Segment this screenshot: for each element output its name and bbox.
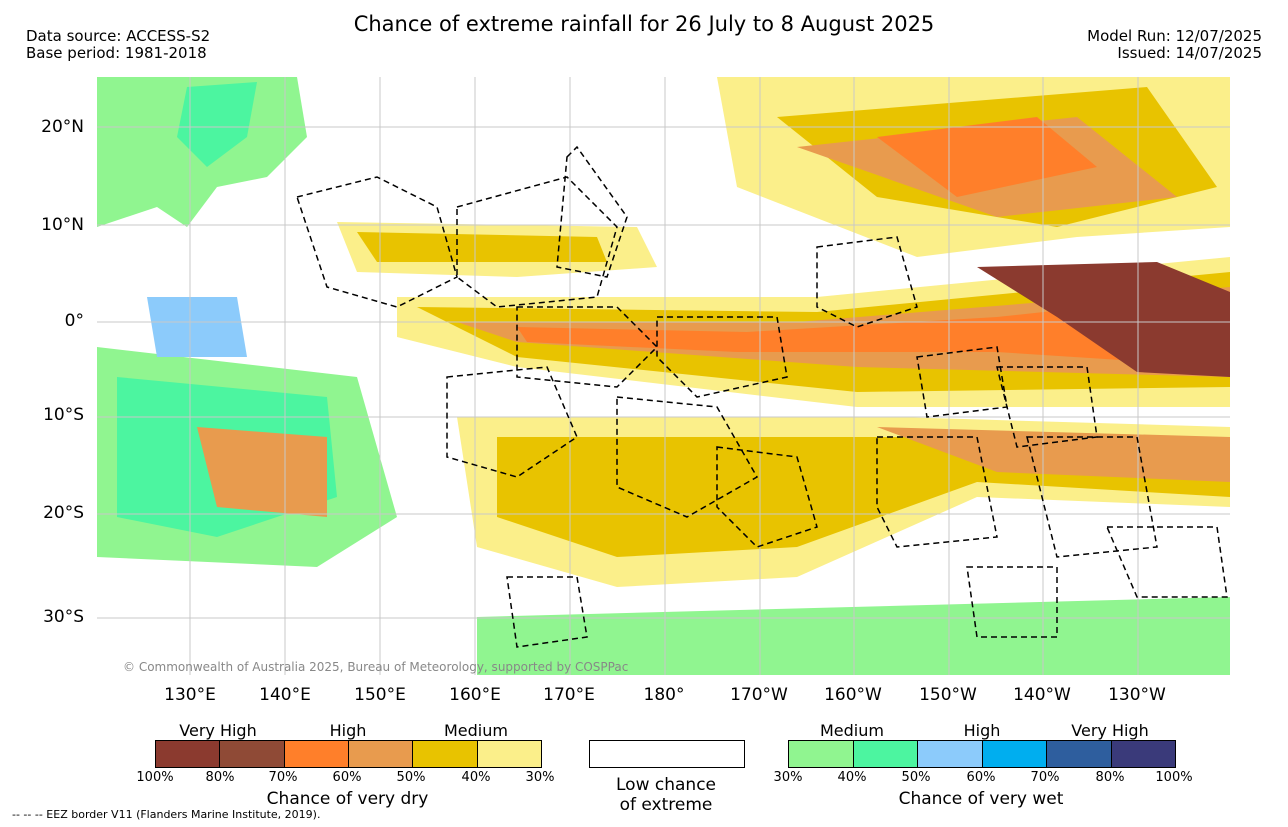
copyright-notice: © Commonwealth of Australia 2025, Bureau…: [123, 660, 629, 674]
lon-label-170w: 170°W: [730, 685, 788, 705]
base-period: Base period: 1981-2018: [26, 44, 207, 62]
model-run: Model Run: 12/07/2025: [1087, 27, 1262, 45]
wet-swatch-2: [853, 741, 918, 767]
dry-category-medium: Medium: [444, 721, 508, 740]
wet-swatch-4: [982, 741, 1047, 767]
eez-border-note: -- -- -- EEZ border V11 (Flanders Marine…: [12, 808, 321, 821]
wet-swatch-3: [918, 741, 983, 767]
wet-category-medium: Medium: [820, 721, 884, 740]
lon-label-130e: 130°E: [164, 685, 216, 705]
lon-label-150w: 150°W: [919, 685, 977, 705]
wet-tick-30: 30%: [773, 770, 803, 785]
dry-swatch-4: [348, 741, 414, 767]
dry-band-north-core: [357, 232, 607, 262]
dry-caption: Chance of very dry: [266, 789, 429, 809]
lon-label-150e: 150°E: [354, 685, 406, 705]
map-title: Chance of extreme rainfall for 26 July t…: [353, 12, 935, 36]
dry-tick-50: 50%: [396, 770, 426, 785]
low-chance-caption-2: of extreme: [619, 795, 713, 815]
wet-swatch-1: [789, 741, 854, 767]
wet-tick-40: 40%: [837, 770, 867, 785]
wet-region-png: [147, 297, 247, 357]
dry-swatch-2: [220, 741, 285, 767]
issued-date: Issued: 14/07/2025: [1117, 44, 1262, 62]
lon-label-130w: 130°W: [1108, 685, 1166, 705]
wet-tick-70: 70%: [1030, 770, 1060, 785]
dry-region-australia: [197, 427, 327, 517]
lon-label-160w: 160°W: [824, 685, 882, 705]
dry-equatorial-hot: [517, 292, 1230, 367]
dry-tick-80: 80%: [205, 770, 235, 785]
wet-tick-50: 50%: [901, 770, 931, 785]
lat-label-10s: 10°S: [43, 405, 84, 425]
wet-category-very-high: Very High: [1071, 721, 1149, 740]
lat-label-30s: 30°S: [43, 607, 84, 627]
wet-category-high: High: [963, 721, 1001, 740]
wet-tick-60: 60%: [966, 770, 996, 785]
eez-borders: [296, 145, 1228, 648]
wet-tick-80: 80%: [1095, 770, 1125, 785]
dry-category-very-high: Very High: [179, 721, 257, 740]
lon-label-160e: 160°E: [449, 685, 501, 705]
map-canvas: [97, 77, 1230, 675]
lat-label-10n: 10°N: [41, 215, 84, 235]
lon-label-140e: 140°E: [259, 685, 311, 705]
dry-tick-70: 70%: [268, 770, 298, 785]
wet-swatch-6: [1111, 741, 1175, 767]
dry-tick-40: 40%: [461, 770, 491, 785]
lon-label-170e: 170°E: [543, 685, 595, 705]
dry-swatch-3: [284, 741, 349, 767]
dry-south-pacific-core: [877, 427, 1230, 482]
wet-tick-100: 100%: [1155, 770, 1193, 785]
rainfall-map: [97, 77, 1230, 675]
dry-tick-100: 100%: [136, 770, 174, 785]
wet-caption: Chance of very wet: [898, 789, 1064, 809]
wet-colorbar: [788, 740, 1176, 768]
low-chance-caption-1: Low chance: [616, 775, 716, 795]
dry-swatch-1: [156, 741, 221, 767]
map-gridlines: [97, 77, 1230, 675]
dry-tick-60: 60%: [332, 770, 362, 785]
dry-tick-30: 30%: [525, 770, 555, 785]
lon-label-140w: 140°W: [1013, 685, 1071, 705]
dry-category-high: High: [329, 721, 367, 740]
data-source: Data source: ACCESS-S2: [26, 27, 211, 45]
dry-region-ne-hot: [877, 117, 1097, 197]
dry-swatch-6: [477, 741, 541, 767]
lat-label-20s: 20°S: [43, 503, 84, 523]
low-chance-swatch: [589, 740, 745, 768]
dry-swatch-5: [413, 741, 478, 767]
lat-label-20n: 20°N: [41, 117, 84, 137]
dry-east-very-high: [977, 262, 1230, 377]
lat-label-0: 0°: [64, 311, 84, 331]
dry-colorbar: [155, 740, 542, 768]
wet-region-nw-core: [177, 82, 257, 167]
wet-swatch-5: [1047, 741, 1112, 767]
lon-label-180: 180°: [643, 685, 685, 705]
